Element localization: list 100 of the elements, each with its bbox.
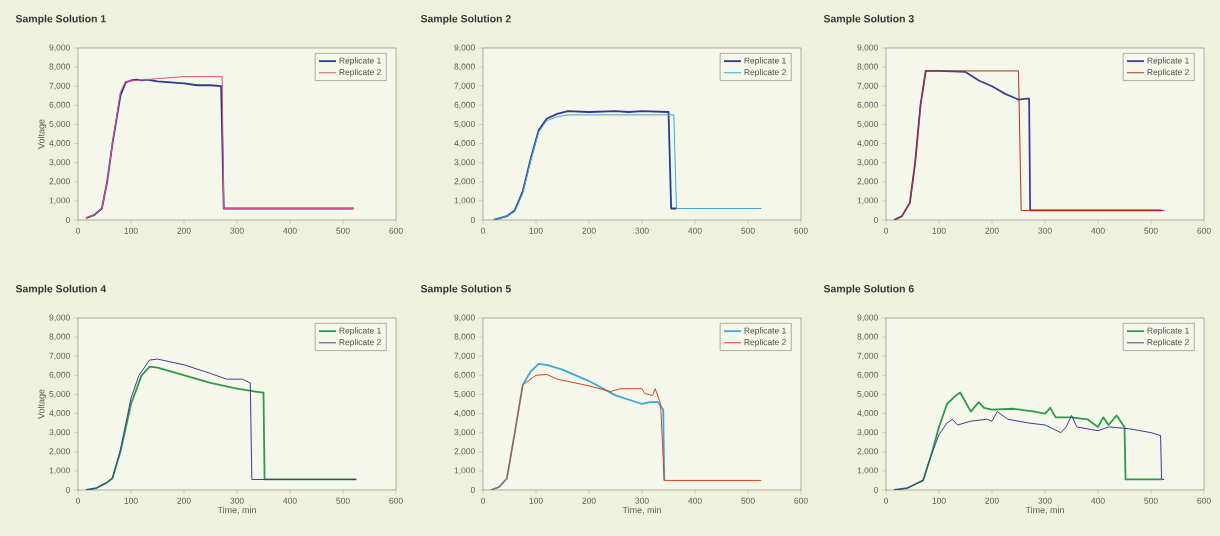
chart-title: Sample Solution 3 [823,14,914,25]
y-tick-label: 8,000 [49,63,70,71]
y-tick-label: 0 [873,486,878,493]
y-tick-label: 6,000 [857,101,878,109]
x-tick-label: 0 [883,227,889,234]
y-tick-label: 4,000 [857,140,878,148]
x-tick-label: 400 [1091,227,1105,234]
x-tick-label: 300 [230,497,244,504]
y-tick-label: 0 [65,216,70,223]
y-tick-label: 9,000 [49,44,70,52]
y-tick-label: 3,000 [857,429,878,437]
y-tick-label: 5,000 [454,120,475,128]
x-tick-label: 600 [389,497,403,504]
x-tick-label: 600 [1197,497,1211,504]
x-tick-label: 400 [283,227,297,234]
legend-label: Replicate 2 [1147,338,1189,347]
y-tick-label: 7,000 [49,82,70,90]
y-tick-label: 1,000 [857,197,878,205]
x-tick-label: 100 [932,227,946,234]
line-series [492,110,678,220]
y-tick-label: 6,000 [454,371,475,379]
y-tick-label: 9,000 [454,314,475,322]
x-tick-label: 200 [177,227,191,234]
y-tick-label: 5,000 [857,390,878,398]
x-tick-label: 600 [1197,227,1211,234]
x-tick-label: 600 [794,497,808,504]
y-tick-label: 6,000 [49,101,70,109]
y-tick-label: 5,000 [857,120,878,128]
x-tick-label: 100 [529,497,543,504]
y-tick-label: 9,000 [454,44,475,52]
x-tick-label: 500 [336,227,350,234]
line-series [490,373,762,490]
y-tick-label: 3,000 [857,159,878,167]
y-tick-label: 7,000 [454,352,475,360]
y-tick-label: 2,000 [454,448,475,456]
x-tick-label: 300 [635,497,649,504]
x-tick-label: 200 [582,227,596,234]
legend-label: Replicate 1 [339,327,381,336]
chart-title: Sample Solution 5 [420,284,511,295]
x-tick-label: 0 [883,497,889,504]
y-tick-label: 2,000 [49,178,70,186]
x-tick-label: 600 [389,227,403,234]
y-tick-label: 1,000 [857,467,878,475]
y-tick-label: 9,000 [49,314,70,322]
y-tick-label: 2,000 [857,178,878,186]
x-tick-label: 200 [582,497,596,504]
chart-title: Sample Solution 4 [15,284,107,295]
x-tick-label: 0 [480,227,486,234]
y-tick-label: 4,000 [454,140,475,148]
x-tick-label: 500 [741,497,755,504]
y-tick-label: 1,000 [454,197,475,205]
y-tick-label: 3,000 [454,159,475,167]
y-tick-label: 9,000 [857,44,878,52]
legend-label: Replicate 1 [1147,57,1189,66]
x-tick-label: 100 [124,227,138,234]
y-tick-label: 1,000 [49,467,70,475]
x-tick-label: 400 [688,227,702,234]
x-tick-label: 400 [283,497,297,504]
x-tick-label: 200 [177,497,191,504]
y-tick-label: 6,000 [454,101,475,109]
y-tick-label: 5,000 [454,390,475,398]
x-tick-label: 0 [75,497,81,504]
y-tick-label: 4,000 [857,410,878,418]
chart-title: Sample Solution 1 [15,14,106,25]
legend-label: Replicate 2 [339,68,381,77]
x-tick-label: 100 [932,497,946,504]
y-tick-label: 4,000 [49,140,70,148]
legend-label: Replicate 1 [1147,327,1189,336]
x-tick-label: 300 [635,227,649,234]
x-axis-title: Time, min [1025,506,1064,515]
y-tick-label: 0 [470,486,475,493]
y-tick-label: 4,000 [454,410,475,418]
x-tick-label: 400 [1091,497,1105,504]
x-tick-label: 300 [1038,497,1052,504]
chart-title: Sample Solution 2 [420,14,511,25]
y-tick-label: 8,000 [454,63,475,71]
x-tick-label: 300 [1038,227,1052,234]
x-tick-label: 0 [75,227,81,234]
y-tick-label: 8,000 [857,63,878,71]
legend-label: Replicate 2 [339,338,381,347]
x-tick-label: 100 [529,227,543,234]
x-tick-label: 500 [336,497,350,504]
chart-title: Sample Solution 6 [823,284,914,295]
x-tick-label: 500 [1144,497,1158,504]
y-tick-label: 5,000 [49,120,70,128]
y-tick-label: 0 [470,216,475,223]
y-tick-label: 1,000 [454,467,475,475]
y-tick-label: 3,000 [49,429,70,437]
y-tick-label: 6,000 [49,371,70,379]
y-tick-label: 3,000 [49,159,70,167]
y-tick-label: 7,000 [857,352,878,360]
y-tick-label: 6,000 [857,371,878,379]
x-axis-title: Time, min [217,506,256,515]
y-tick-label: 2,000 [454,178,475,186]
legend-label: Replicate 1 [339,57,381,66]
legend-label: Replicate 2 [1147,68,1189,77]
x-tick-label: 400 [688,497,702,504]
y-tick-label: 9,000 [857,314,878,322]
x-tick-label: 500 [1144,227,1158,234]
x-tick-label: 100 [124,497,138,504]
